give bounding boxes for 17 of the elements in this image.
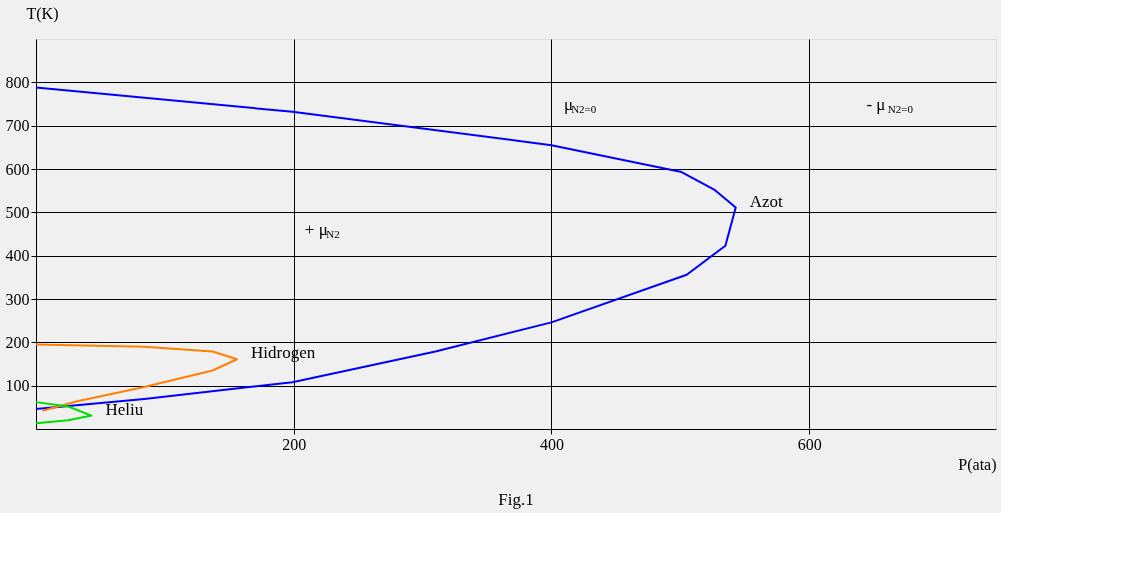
- series-label: Azot: [749, 191, 784, 211]
- x-tick-label: 200: [282, 435, 307, 453]
- x-tick-label: 600: [797, 435, 822, 453]
- y-tick-label: 300: [5, 290, 30, 308]
- y-tick-label: 100: [5, 377, 30, 395]
- caption: Fig.1: [498, 490, 534, 509]
- y-axis-title: T(K): [26, 4, 59, 23]
- line-series: [35, 401, 93, 425]
- y-tick-label: 200: [5, 333, 30, 351]
- y-tick-label: 800: [5, 73, 30, 91]
- series-label: Heliu: [105, 399, 144, 419]
- y-tick-label: 700: [5, 117, 30, 135]
- x-axis-title: P(ata): [958, 455, 997, 474]
- y-tick-label: 600: [5, 160, 30, 178]
- y-tick-label: 400: [5, 247, 30, 265]
- x-tick-label: 400: [539, 435, 564, 453]
- y-tick-label: 500: [5, 203, 30, 221]
